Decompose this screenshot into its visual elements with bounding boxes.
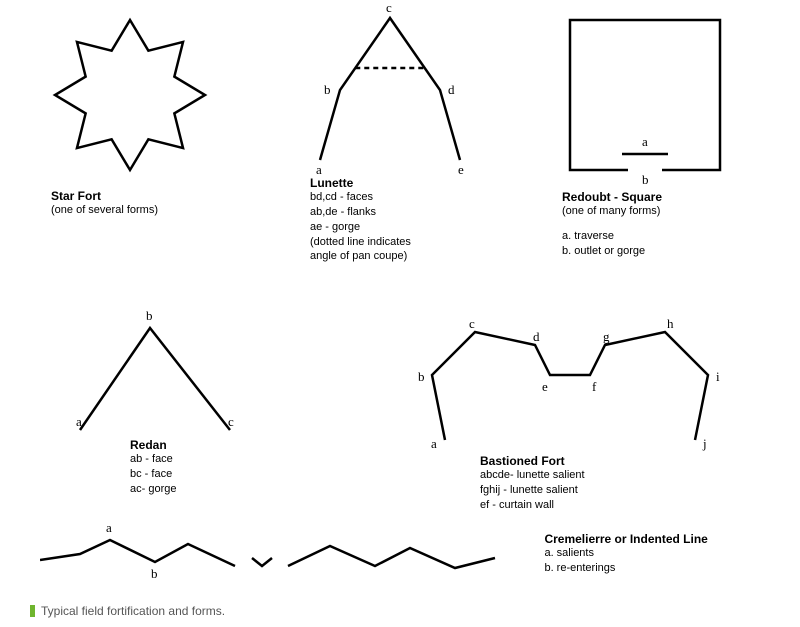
star-fort-diagram [45, 10, 215, 180]
vertex-label: b [324, 82, 331, 98]
vertex-label: h [667, 316, 674, 332]
vertex-label: g [603, 329, 610, 345]
lunette-title: Lunette [310, 176, 500, 190]
redoubt-desc: a. traverse b. outlet or gorge [562, 229, 770, 259]
redoubt-title: Redoubt - Square [562, 190, 770, 204]
redoubt-subtitle: (one of many forms) [562, 204, 770, 219]
cremelierre-diagram [40, 530, 510, 585]
caption-bullet-icon [30, 605, 35, 617]
vertex-label: a [642, 134, 648, 150]
vertex-label: b [146, 308, 153, 324]
redan-desc: ab - face bc - face ac- gorge [130, 452, 270, 497]
caption-text: Typical field fortification and forms. [41, 604, 225, 618]
vertex-label: d [533, 329, 540, 345]
vertex-label: c [469, 316, 475, 332]
vertex-label: f [592, 379, 596, 395]
vertex-label: e [458, 162, 464, 178]
vertex-label: b [418, 369, 425, 385]
lunette-desc: bd,cd - faces ab,de - flanks ae - gorge … [310, 190, 500, 264]
redan-diagram [70, 320, 250, 440]
bastioned-diagram [420, 320, 720, 450]
vertex-label: b [642, 172, 649, 188]
bastioned-desc: abcde- lunette salient fghij - lunette s… [480, 468, 750, 513]
star-fort-title: Star Fort [51, 189, 225, 203]
cremelierre-desc: a. salients b. re-enterings [544, 546, 707, 576]
star-fort-panel: Star Fort (one of several forms) [45, 10, 225, 218]
bastioned-title: Bastioned Fort [480, 454, 750, 468]
vertex-label: j [703, 436, 707, 452]
redan-panel: abc Redan ab - face bc - face ac- gorge [70, 320, 270, 497]
vertex-label: i [716, 369, 720, 385]
redoubt-diagram [560, 14, 740, 184]
vertex-label: c [228, 414, 234, 430]
cremelierre-title: Cremelierre or Indented Line [544, 532, 707, 546]
lunette-panel: abcde Lunette bd,cd - faces ab,de - flan… [300, 10, 500, 264]
star-fort-subtitle: (one of several forms) [51, 203, 225, 218]
vertex-label: a [316, 162, 322, 178]
cremelierre-panel: ab Cremelierre or Indented Line a. salie… [40, 530, 780, 585]
caption-row: Typical field fortification and forms. [30, 604, 225, 618]
vertex-label: b [151, 566, 158, 582]
redoubt-panel: ab Redoubt - Square (one of many forms) … [560, 14, 770, 259]
vertex-label: c [386, 0, 392, 16]
vertex-label: a [431, 436, 437, 452]
vertex-label: a [106, 520, 112, 536]
bastioned-panel: abcdefghij Bastioned Fort abcde- lunette… [420, 320, 750, 513]
vertex-label: a [76, 414, 82, 430]
vertex-label: d [448, 82, 455, 98]
vertex-label: e [542, 379, 548, 395]
